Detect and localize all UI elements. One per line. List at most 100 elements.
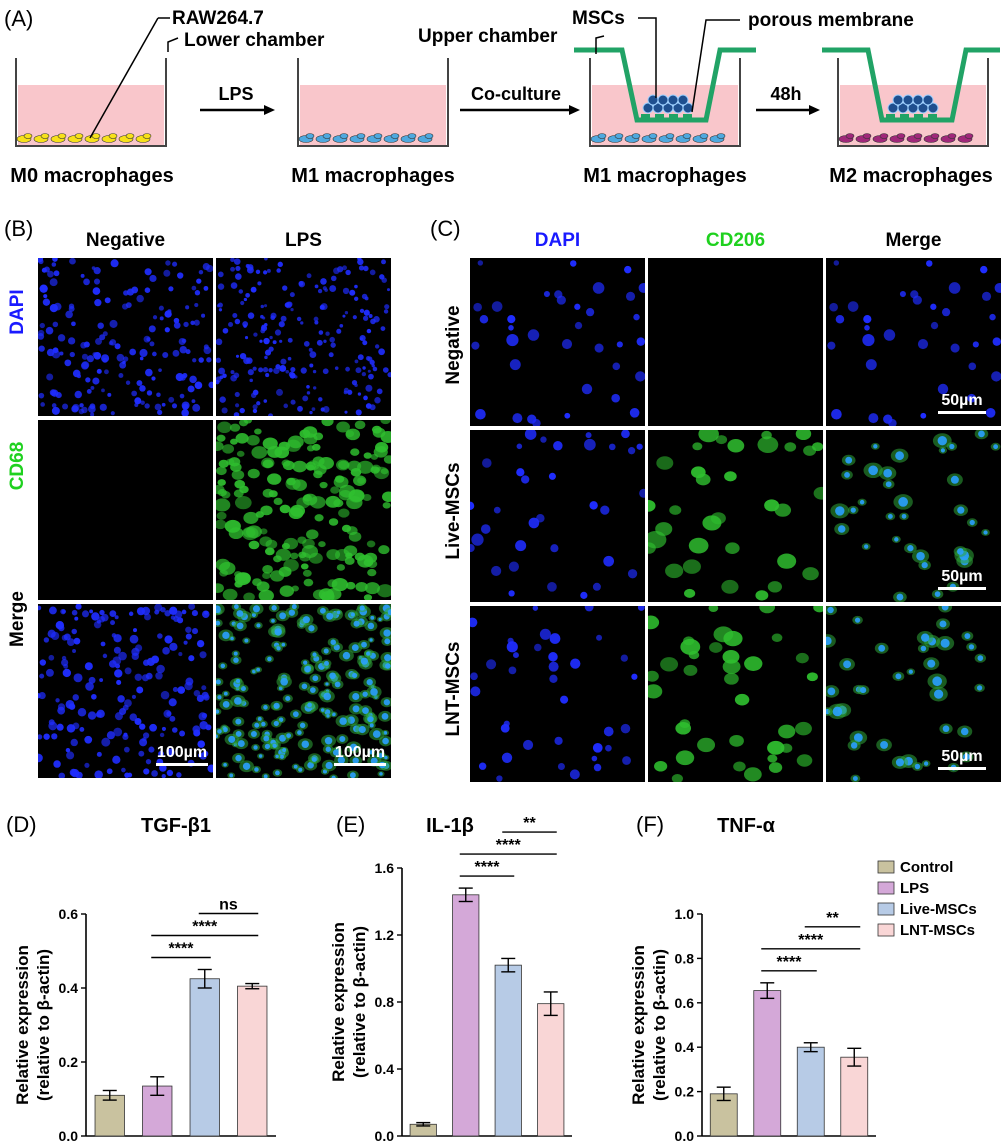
- cell-body: [279, 585, 294, 597]
- nucleus: [99, 678, 104, 682]
- nucleus: [362, 340, 368, 346]
- cell-body: [697, 737, 716, 753]
- nucleus: [166, 769, 174, 777]
- panel-c-col-dapi: DAPI: [534, 230, 581, 251]
- nucleus: [243, 324, 247, 328]
- nucleus: [491, 301, 503, 312]
- nucleus: [622, 756, 631, 765]
- nucleus: [230, 636, 234, 641]
- nucleus: [192, 725, 201, 734]
- nucleus: [932, 676, 943, 687]
- cell-body: [251, 446, 268, 459]
- nucleus: [378, 348, 385, 356]
- nucleus: [68, 303, 75, 309]
- nucleus: [473, 302, 482, 312]
- nucleus: [302, 395, 309, 402]
- nucleus: [334, 366, 339, 370]
- nucleus: [887, 514, 893, 519]
- nucleus: [844, 471, 850, 478]
- nucleus: [96, 368, 102, 374]
- macrophage-cell-lobe: [682, 133, 692, 139]
- nucleus: [217, 695, 222, 700]
- nucleus: [191, 399, 196, 404]
- nucleus: [233, 372, 240, 379]
- nucleus: [280, 315, 287, 322]
- nucleus: [55, 698, 60, 703]
- nucleus: [256, 667, 261, 672]
- nucleus: [149, 723, 157, 732]
- membrane-2: [886, 114, 937, 122]
- cell-body: [660, 657, 679, 672]
- nucleus: [134, 397, 142, 405]
- nucleus: [217, 271, 224, 278]
- cell-body: [802, 567, 819, 581]
- nucleus: [80, 361, 89, 370]
- nucleus: [128, 611, 134, 616]
- nucleus: [827, 341, 836, 350]
- nucleus: [170, 615, 176, 620]
- macrophage-cell-lobe: [614, 133, 624, 139]
- nucleus: [143, 768, 150, 775]
- cell-body: [363, 452, 372, 459]
- nucleus: [65, 310, 73, 319]
- nucleus: [285, 301, 292, 309]
- nucleus: [342, 314, 346, 318]
- micrograph-b-lps-cd68: [216, 420, 391, 600]
- nucleus: [273, 720, 279, 727]
- micrograph-c-live-dapi: [470, 430, 645, 602]
- nucleus: [235, 754, 242, 762]
- cell-body: [278, 566, 292, 577]
- nucleus: [244, 336, 249, 340]
- significance-label: **: [523, 815, 536, 832]
- cell-body: [771, 633, 783, 643]
- cell-body: [273, 497, 283, 506]
- nucleus: [342, 265, 347, 271]
- nucleus: [275, 364, 281, 370]
- nucleus: [917, 338, 929, 350]
- nucleus: [926, 260, 933, 267]
- nucleus: [895, 673, 902, 680]
- nucleus: [923, 761, 929, 766]
- nucleus: [616, 341, 623, 348]
- cell-body: [239, 420, 249, 427]
- nucleus: [309, 410, 313, 415]
- nucleus: [134, 644, 143, 652]
- significance-label: ****: [798, 932, 824, 949]
- nucleus: [49, 389, 57, 396]
- nucleus: [236, 678, 241, 683]
- nucleus: [325, 682, 329, 686]
- nucleus: [843, 660, 852, 669]
- nucleus: [188, 604, 196, 610]
- nucleus: [230, 370, 235, 375]
- nucleus: [246, 357, 253, 364]
- well-outline-4: [837, 58, 989, 147]
- nucleus: [202, 610, 210, 618]
- nucleus: [912, 295, 922, 305]
- nucleus: [132, 628, 138, 633]
- cell-body: [722, 659, 741, 674]
- legend-swatch: [877, 860, 895, 874]
- nucleus: [322, 368, 329, 375]
- nucleus: [109, 319, 118, 328]
- panel-b-col-negative: Negative: [85, 230, 166, 251]
- nucleus: [239, 352, 247, 360]
- y-tick-label: 0.8: [375, 994, 395, 1010]
- cell-body: [338, 484, 356, 498]
- nucleus: [374, 397, 381, 404]
- nucleus: [920, 633, 930, 642]
- nucleus: [55, 392, 62, 399]
- cell-body: [812, 442, 823, 452]
- cell-body: [734, 693, 750, 706]
- nucleus: [49, 606, 57, 615]
- nucleus: [289, 292, 295, 298]
- nucleus: [168, 396, 175, 403]
- cell-body: [380, 420, 391, 425]
- nucleus: [113, 727, 123, 737]
- nucleus: [868, 465, 878, 476]
- nucleus: [569, 769, 580, 780]
- nucleus: [178, 652, 183, 657]
- nucleus: [222, 327, 229, 334]
- nucleus: [342, 287, 350, 295]
- nucleus: [592, 742, 603, 753]
- nucleus: [329, 285, 337, 293]
